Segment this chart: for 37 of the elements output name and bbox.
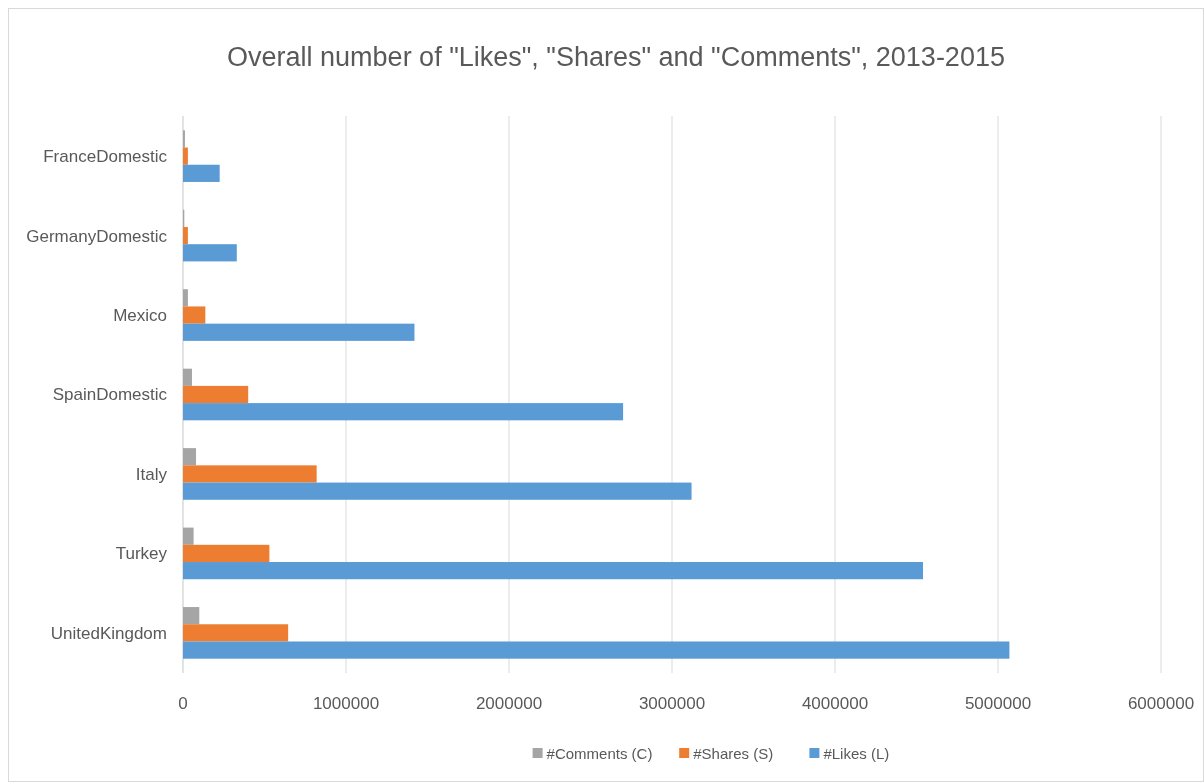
bar [183,448,197,466]
legend-label: #Comments (C) [546,745,653,763]
y-tick-label: FranceDomestic [43,147,168,167]
y-tick-label: GermanyDomestic [26,226,168,246]
x-tick-label: 3000000 [638,694,706,713]
bar [183,244,237,262]
bar [183,226,188,245]
legend-label: #Likes (L) [823,745,890,763]
bar [183,624,289,642]
bar [183,641,1010,659]
bar [183,403,624,421]
bar [183,289,188,307]
x-tick-label: 0 [178,694,188,713]
bar [183,147,188,165]
bar [183,562,924,580]
bar [183,544,270,563]
bar [183,482,692,500]
chart-title: Overall number of "Likes", "Shares" and "Comments", 2013-2015 [227,42,1005,72]
bar [183,164,220,182]
y-tick-label: Turkey [115,544,168,564]
bar [183,368,192,386]
x-tick-label: 2000000 [475,694,543,713]
bar [183,465,317,483]
bar [183,306,206,324]
bar [183,607,200,625]
y-tick-label: Italy [135,464,168,484]
x-tick-label: 1000000 [312,694,380,713]
legend-label: #Shares (S) [693,745,774,763]
bar [183,385,249,404]
x-tick-label: 6000000 [1127,694,1195,713]
x-tick-label: 5000000 [964,694,1032,713]
x-tick-label: 4000000 [801,694,869,713]
bar [183,527,194,545]
bar [183,323,415,341]
y-tick-label: Mexico [113,305,167,325]
y-tick-label: UnitedKingdom [50,623,167,643]
y-tick-label: SpainDomestic [52,385,168,405]
